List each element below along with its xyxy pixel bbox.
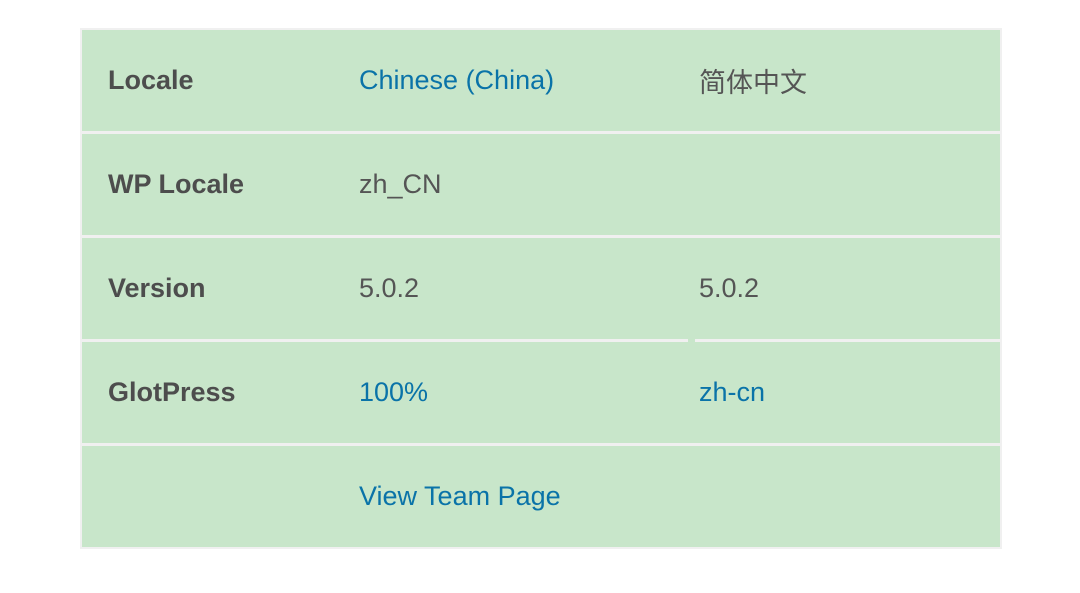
- row-label-version: Version: [108, 273, 206, 303]
- glotpress-percent-cell: 100%: [359, 377, 699, 408]
- locale-name-link[interactable]: Chinese (China): [359, 65, 555, 95]
- row-label-glotpress: GlotPress: [108, 377, 236, 407]
- wp-locale-code: zh_CN: [359, 169, 442, 199]
- row-value-locale: Chinese (China): [359, 65, 699, 96]
- table-row-wp-locale: WP Locale zh_CN: [82, 134, 1000, 235]
- locale-native-name: 简体中文: [699, 68, 807, 98]
- table-row-team-page: View Team Page: [82, 446, 1000, 547]
- row-label-locale: Locale: [108, 65, 194, 95]
- version-extra: 5.0.2: [699, 273, 760, 303]
- table-row-locale: Locale Chinese (China) 简体中文: [82, 30, 1000, 131]
- row-label-wp-locale: WP Locale: [108, 169, 245, 199]
- locale-info-table: Locale Chinese (China) 简体中文 WP Locale zh…: [80, 28, 1002, 549]
- glotpress-slug-cell: zh-cn: [699, 377, 1000, 408]
- glotpress-slug-link[interactable]: zh-cn: [699, 377, 766, 407]
- view-team-page-link[interactable]: View Team Page: [359, 481, 561, 511]
- table-row-glotpress: GlotPress 100% zh-cn: [82, 342, 1000, 443]
- glotpress-percent-link[interactable]: 100%: [359, 377, 429, 407]
- team-page-cell: View Team Page: [359, 481, 699, 512]
- version-value: 5.0.2: [359, 273, 420, 303]
- table-row-version: Version 5.0.2 5.0.2: [82, 238, 1000, 342]
